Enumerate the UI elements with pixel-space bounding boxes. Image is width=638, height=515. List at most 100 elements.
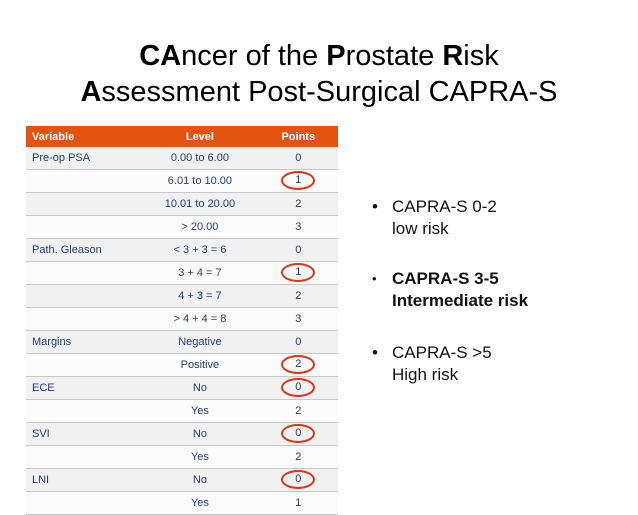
title-line-2: Assessment Post-Surgical CAPRA-S bbox=[80, 76, 558, 108]
cell-points: 0 bbox=[258, 147, 338, 170]
bullet-dot: • bbox=[372, 271, 377, 286]
cell-points: 0 bbox=[258, 238, 338, 262]
table-row: Positive 2 bbox=[26, 353, 338, 377]
table-row: 3 + 4 = 7 1 bbox=[26, 261, 338, 285]
cell-points: 2 bbox=[258, 192, 338, 216]
cell-points: 0 bbox=[258, 468, 338, 492]
cell-level: < 3 + 3 = 6 bbox=[141, 238, 259, 262]
table-row: SVI No 0 bbox=[26, 422, 338, 446]
bullet-high-risk: • CAPRA-S >5 High risk bbox=[372, 342, 632, 386]
cell-level: 0.00 to 6.00 bbox=[141, 147, 259, 170]
circled-points: 1 bbox=[281, 171, 316, 190]
table-row: 4 + 3 = 7 2 bbox=[26, 284, 338, 308]
cell-level: No bbox=[141, 376, 259, 400]
cell-points: 3 bbox=[258, 307, 338, 331]
cell-level: No bbox=[141, 422, 259, 446]
cell-level: > 4 + 4 = 8 bbox=[141, 307, 259, 331]
cell-variable: LNI bbox=[26, 468, 142, 492]
points-value: 2 bbox=[295, 290, 302, 302]
cell-points: 2 bbox=[258, 353, 338, 377]
cell-level: > 20.00 bbox=[141, 215, 259, 239]
points-value: 0 bbox=[295, 152, 302, 164]
title-line-1: CAncer of the Prostate Risk bbox=[139, 40, 499, 72]
cell-points: 0 bbox=[258, 422, 338, 446]
points-value: 3 bbox=[295, 221, 302, 233]
cell-variable bbox=[26, 399, 142, 423]
cell-variable: Pre-op PSA bbox=[26, 147, 142, 170]
table-row: Path. Gleason < 3 + 3 = 6 0 bbox=[26, 238, 338, 262]
slide-title: CAncer of the Prostate Risk Assessment P… bbox=[0, 38, 638, 110]
cell-level: No bbox=[141, 468, 259, 492]
points-value: 1 bbox=[295, 497, 302, 509]
cell-variable: Margins bbox=[26, 330, 142, 354]
header-variable: Variable bbox=[26, 126, 142, 147]
table-row: > 20.00 3 bbox=[26, 215, 338, 239]
cell-points: 0 bbox=[258, 376, 338, 400]
bullet-intermediate-risk: • CAPRA-S 3-5 Intermediate risk bbox=[372, 268, 632, 312]
bullet-dot: • bbox=[372, 197, 378, 216]
cell-variable: ECE bbox=[26, 376, 142, 400]
cell-level: Yes bbox=[141, 445, 259, 469]
capra-s-table: Variable Level Points Pre-op PSA 0.00 to … bbox=[26, 126, 338, 515]
table-body: Pre-op PSA 0.00 to 6.00 0 6.01 to 10.00 1 10.… bbox=[26, 147, 338, 515]
cell-points: 0 bbox=[258, 330, 338, 354]
points-value: 2 bbox=[295, 451, 302, 463]
cell-points: 1 bbox=[258, 261, 338, 285]
circled-points: 0 bbox=[281, 470, 316, 489]
cell-variable bbox=[26, 261, 142, 285]
table-row: Yes 1 bbox=[26, 491, 338, 515]
cell-level: 10.01 to 20.00 bbox=[141, 192, 259, 216]
points-value: 0 bbox=[295, 244, 302, 256]
points-value: 0 bbox=[295, 336, 302, 348]
table-row: > 4 + 4 = 8 3 bbox=[26, 307, 338, 331]
table-row: Yes 2 bbox=[26, 399, 338, 423]
cell-variable bbox=[26, 215, 142, 239]
cell-points: 1 bbox=[258, 491, 338, 515]
cell-variable: SVI bbox=[26, 422, 142, 446]
cell-points: 2 bbox=[258, 284, 338, 308]
cell-variable bbox=[26, 491, 142, 515]
table-row: LNI No 0 bbox=[26, 468, 338, 492]
risk-bullets: • CAPRA-S 0-2 low risk • CAPRA-S 3-5 Int… bbox=[372, 196, 632, 386]
cell-points: 1 bbox=[258, 169, 338, 193]
circled-points: 1 bbox=[281, 263, 316, 282]
cell-variable bbox=[26, 445, 142, 469]
bullet-intermediate-risk-range: CAPRA-S 3-5 bbox=[392, 269, 499, 288]
bullet-intermediate-risk-label: Intermediate risk bbox=[392, 291, 529, 310]
cell-level: Yes bbox=[141, 399, 259, 423]
cell-level: 3 + 4 = 7 bbox=[141, 261, 259, 285]
cell-level: Yes bbox=[141, 491, 259, 515]
circled-points: 0 bbox=[281, 424, 316, 443]
bullet-low-risk-range: CAPRA-S 0-2 bbox=[392, 197, 497, 216]
table-header-row: Variable Level Points bbox=[26, 126, 338, 147]
cell-variable bbox=[26, 307, 142, 331]
cell-variable: Path. Gleason bbox=[26, 238, 142, 262]
cell-level: Positive bbox=[141, 353, 259, 377]
circled-points: 2 bbox=[281, 355, 316, 374]
table-row: Yes 2 bbox=[26, 445, 338, 469]
cell-variable bbox=[26, 353, 142, 377]
table-row: Pre-op PSA 0.00 to 6.00 0 bbox=[26, 147, 338, 170]
points-value: 2 bbox=[295, 405, 302, 417]
bullet-low-risk-label: low risk bbox=[392, 219, 449, 238]
cell-variable bbox=[26, 192, 142, 216]
table-row: 6.01 to 10.00 1 bbox=[26, 169, 338, 193]
cell-points: 2 bbox=[258, 399, 338, 423]
cell-points: 3 bbox=[258, 215, 338, 239]
bullet-high-risk-range: CAPRA-S >5 bbox=[392, 343, 492, 362]
cell-level: 6.01 to 10.00 bbox=[141, 169, 259, 193]
circled-points: 0 bbox=[281, 378, 316, 397]
cell-points: 2 bbox=[258, 445, 338, 469]
header-points: Points bbox=[258, 126, 338, 147]
table-row: Margins Negative 0 bbox=[26, 330, 338, 354]
bullet-low-risk: • CAPRA-S 0-2 low risk bbox=[372, 196, 632, 240]
table-row: ECE No 0 bbox=[26, 376, 338, 400]
points-value: 2 bbox=[295, 198, 302, 210]
bullet-dot: • bbox=[372, 343, 378, 362]
header-level: Level bbox=[141, 126, 259, 147]
cell-variable bbox=[26, 169, 142, 193]
cell-variable bbox=[26, 284, 142, 308]
table-row: 10.01 to 20.00 2 bbox=[26, 192, 338, 216]
cell-level: 4 + 3 = 7 bbox=[141, 284, 259, 308]
bullet-high-risk-label: High risk bbox=[392, 365, 459, 384]
